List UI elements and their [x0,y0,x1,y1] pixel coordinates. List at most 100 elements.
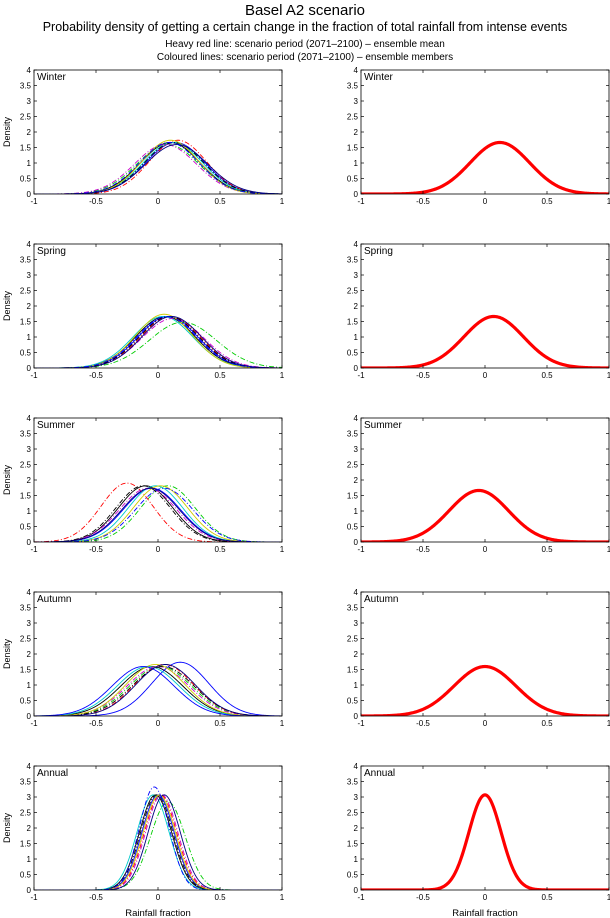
x-tick-label: -0.5 [416,545,430,554]
y-tick-label: 2 [354,302,359,311]
y-tick-label: 2.5 [347,113,359,122]
y-tick-label: 4 [27,240,32,249]
y-tick-label: 2 [27,650,32,659]
panel-season-label: Spring [37,246,66,257]
y-tick-label: 4 [27,66,32,75]
plot-frame [360,591,610,717]
x-tick-label: 0 [483,197,488,206]
member-line-10 [34,316,282,368]
x-tick-label: 1 [607,545,610,554]
chart-subtitle: Probability density of getting a certain… [42,20,568,34]
x-tick-label: 0.5 [214,371,226,380]
member-line-1 [34,485,282,542]
x-tick-label: -0.5 [89,545,103,554]
panel-annual-members: -1 -0.5 0 0.5 1 0 0.5 1 1.5 2 2.5 3 3.5 4 Annual Densit… [2,762,285,918]
y-tick-label: 0 [354,364,359,373]
y-tick-label: 2 [27,476,32,485]
y-tick-label: 2.5 [20,113,32,122]
panel-winter-members: -1 -0.5 0 0.5 1 0 0.5 1 1.5 2 2.5 3 3.5 4 Winter Densit… [2,66,285,206]
plot-frame [33,417,283,543]
y-tick-label: 4 [27,414,32,423]
y-axis-label: Density [2,116,12,147]
plot-frame [360,243,610,369]
panel-season-label: Summer [364,420,402,431]
y-tick-label: 3 [27,97,32,106]
y-tick-label: 1 [27,159,32,168]
x-tick-label: 0.5 [214,545,226,554]
y-tick-label: 3.5 [347,430,359,439]
panel-summer-members: -1 -0.5 0 0.5 1 0 0.5 1 1.5 2 2.5 3 3.5 4 Summer Densit… [2,414,285,554]
y-tick-label: 2 [354,128,359,137]
y-tick-label: 3 [354,793,359,802]
x-tick-label: 1 [280,893,285,902]
y-tick-label: 3 [354,271,359,280]
chart-main-title: Basel A2 scenario [244,2,366,19]
x-tick-label: -1 [30,893,38,902]
y-tick-label: 0.5 [347,871,359,880]
x-tick-label: -1 [30,545,38,554]
y-tick-label: 1 [354,333,359,342]
panel-season-label: Annual [37,768,68,779]
x-tick-label: -1 [357,545,365,554]
member-line-6 [34,487,282,542]
member-line-8 [34,664,282,716]
x-tick-label: 0 [156,893,161,902]
y-axis-label: Density [2,812,12,843]
y-tick-label: 0 [354,538,359,547]
member-line-3 [34,801,282,890]
member-line-5 [34,794,282,890]
member-line-5 [34,485,282,542]
x-tick-label: 0.5 [214,197,226,206]
y-tick-label: 1.5 [20,144,32,153]
x-tick-label: -0.5 [89,719,103,728]
y-tick-label: 2.5 [20,809,32,818]
y-tick-label: 2.5 [20,461,32,470]
y-tick-label: 0.5 [20,697,32,706]
x-tick-label: 1 [280,371,285,380]
y-tick-label: 1.5 [20,318,32,327]
y-tick-label: 1 [354,681,359,690]
y-tick-label: 2 [27,302,32,311]
plot-frame [360,765,610,891]
y-tick-label: 1 [27,855,32,864]
member-line-6 [34,144,282,194]
y-tick-label: 1 [354,507,359,516]
x-tick-label: -0.5 [416,371,430,380]
x-tick-label: 0 [483,893,488,902]
x-axis-label: Rainfall fraction [125,908,190,918]
y-tick-label: 3.5 [347,778,359,787]
member-line-9 [34,794,282,890]
member-line-9 [34,144,282,194]
mean-line [361,664,609,716]
y-tick-label: 2.5 [20,635,32,644]
x-tick-label: 0 [483,545,488,554]
x-tick-label: 0 [156,197,161,206]
y-tick-label: 0 [27,886,32,895]
y-tick-label: 1 [354,159,359,168]
panel-season-label: Winter [37,72,67,83]
x-tick-label: 0 [483,371,488,380]
mean-line [361,314,609,368]
y-tick-label: 4 [354,66,359,75]
panel-autumn-mean: -1 -0.5 0 0.5 1 0 0.5 1 1.5 2 2.5 3 3.5 4 Autumn [347,588,610,728]
panel-season-label: Spring [364,246,393,257]
member-line-7 [34,666,282,716]
member-line-7 [34,794,282,890]
y-tick-label: 3 [27,271,32,280]
panel-season-label: Summer [37,420,75,431]
x-tick-label: -0.5 [89,197,103,206]
plot-frame [33,243,283,369]
y-tick-label: 2.5 [347,287,359,296]
x-axis-label: Rainfall fraction [452,908,517,918]
y-tick-label: 0.5 [20,349,32,358]
y-tick-label: 1.5 [20,840,32,849]
member-line-5 [34,666,282,716]
member-line-2 [34,487,282,542]
x-tick-label: 1 [607,719,610,728]
member-line-1 [34,666,282,716]
y-tick-label: 0 [354,190,359,199]
panel-winter-mean: -1 -0.5 0 0.5 1 0 0.5 1 1.5 2 2.5 3 3.5 4 Winter [347,66,610,206]
x-tick-label: 1 [607,893,610,902]
member-line-2 [34,142,282,194]
y-tick-label: 3.5 [20,256,32,265]
